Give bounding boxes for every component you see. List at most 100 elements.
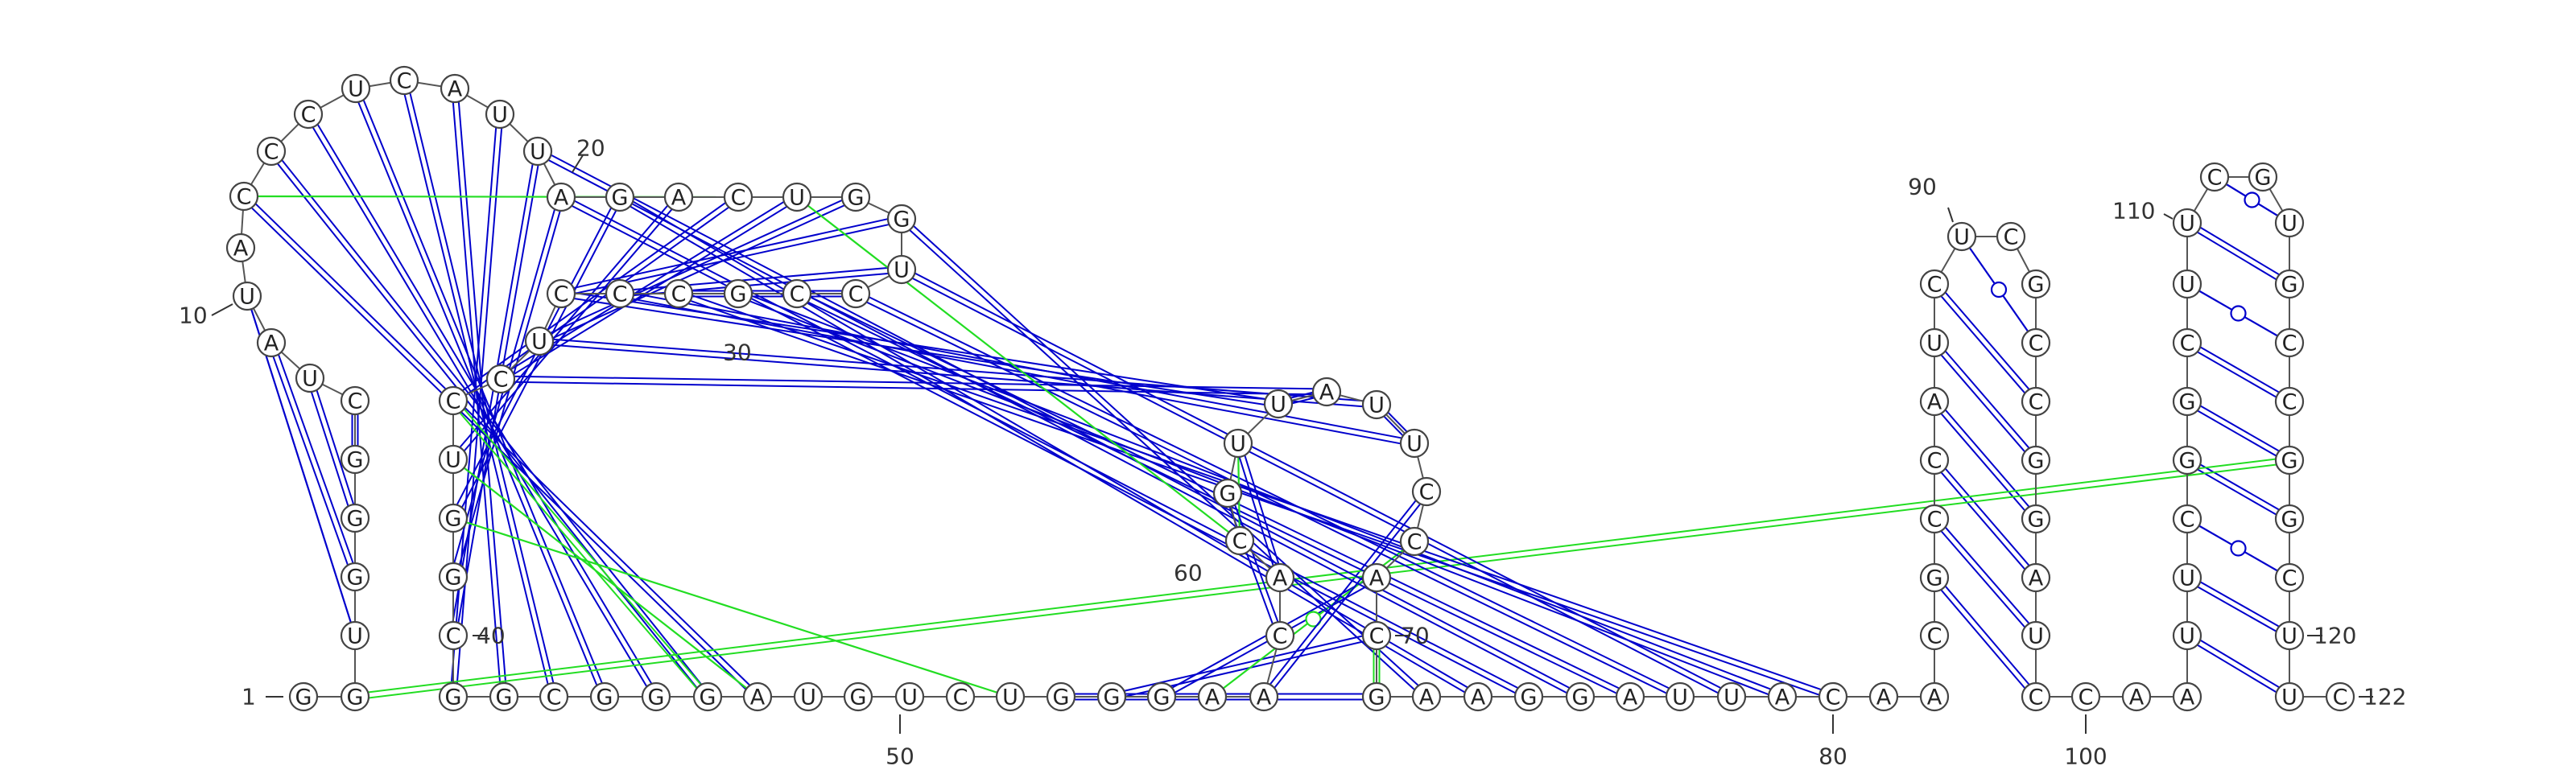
- nucleotide: C: [1399, 526, 1430, 557]
- position-label: 90: [1908, 174, 1937, 200]
- position-label: 20: [576, 135, 605, 162]
- nucleotide: U: [1361, 389, 1392, 420]
- position-label: 40: [477, 623, 506, 649]
- nucleotide: G: [340, 681, 370, 712]
- position-label: 60: [1174, 560, 1203, 587]
- base-pair-noncanonical: [452, 517, 1011, 698]
- nucleotide-letter: G: [1053, 685, 1070, 710]
- base-pair-noncanonical: [355, 462, 2290, 701]
- nucleotide-letter: A: [2180, 685, 2195, 710]
- nucleotide: A: [663, 182, 694, 212]
- base-pair-noncanonical: [354, 456, 2289, 695]
- base-pair-canonical: [1240, 442, 1284, 578]
- nucleotide-letter: U: [2179, 273, 2195, 298]
- nucleotide-letter: G: [347, 448, 364, 473]
- nucleotide: C: [1919, 504, 1950, 534]
- base-pair-canonical: [501, 375, 1327, 390]
- base-pair-canonical: [561, 290, 1279, 402]
- nucleotide: G: [1096, 681, 1127, 712]
- nucleotide: U: [1946, 221, 1977, 252]
- nucleotide-letter: G: [2255, 166, 2272, 191]
- nucleotide: C: [2325, 681, 2355, 712]
- position-label: 70: [1401, 623, 1430, 649]
- base-pair-canonical: [857, 290, 1682, 695]
- nucleotide-letter: G: [1220, 482, 1236, 507]
- wobble-marker: [2244, 191, 2260, 208]
- nucleotide-letter: C: [1419, 480, 1435, 505]
- nucleotide: G: [438, 503, 469, 533]
- nucleotide: U: [1399, 428, 1430, 459]
- nucleotide-letter: C: [613, 282, 628, 307]
- nucleotide-letter: C: [2333, 685, 2348, 710]
- base-pair-canonical: [617, 199, 1477, 700]
- nucleotide: A: [1411, 681, 1442, 712]
- nucleotide-letter: C: [2180, 508, 2195, 533]
- nucleotide: U: [1716, 681, 1747, 712]
- base-pair-canonical: [559, 199, 1528, 700]
- base-pair-canonical: [560, 295, 1278, 408]
- nucleotide: C: [605, 278, 635, 309]
- base-pair-canonical: [560, 215, 902, 292]
- nucleotide-letter: A: [2129, 685, 2145, 710]
- nucleotide: G: [1046, 681, 1076, 712]
- nucleotide: A: [1311, 377, 1342, 407]
- nucleotide-letter: C: [1927, 624, 1942, 649]
- base-pair-canonical: [1261, 489, 1426, 696]
- nucleotide-letter: A: [1205, 685, 1220, 710]
- base-pair-canonical: [539, 343, 1377, 409]
- nucleotide: U: [2172, 269, 2202, 299]
- base-pair-canonical: [273, 341, 359, 577]
- nucleotide-letter: U: [1368, 393, 1385, 418]
- nucleotide: A: [546, 182, 576, 212]
- label-tick: [211, 303, 233, 316]
- nucleotide: A: [1767, 681, 1798, 712]
- base-pair-canonical: [2185, 462, 2289, 522]
- base-pair-canonical: [1931, 344, 2035, 463]
- nucleotide: G: [2274, 445, 2305, 475]
- number-ticks: [211, 154, 2373, 734]
- nucleotide: G: [2274, 504, 2305, 534]
- nucleotide-letter: G: [445, 566, 462, 591]
- nucleotide: A: [1197, 681, 1228, 712]
- nucleotide-letter: U: [1230, 432, 1246, 457]
- nucleotide: G: [840, 182, 871, 212]
- nucleotide: C: [1919, 269, 1950, 299]
- nucleotide-letter: C: [348, 389, 363, 414]
- nucleotide: C: [229, 181, 259, 212]
- nucleotide-letter: G: [2028, 273, 2045, 298]
- nucleotide-letter: A: [1257, 685, 1272, 710]
- nucleotide-letter: G: [2179, 449, 2196, 474]
- base-pair-canonical: [1935, 340, 2039, 459]
- nucleotide-letter: A: [1319, 381, 1335, 405]
- nucleotide: G: [2172, 445, 2202, 475]
- nucleotide: G: [2021, 269, 2051, 299]
- nucleotide: C: [945, 681, 976, 712]
- wobble-marker: [2230, 540, 2247, 557]
- label-tick: [2163, 213, 2174, 220]
- nucleotide-letter: C: [2004, 225, 2019, 250]
- base-pair-noncanonical: [454, 398, 711, 696]
- nucleotide: U: [1263, 389, 1294, 419]
- nucleotide-letter: G: [597, 685, 613, 710]
- nucleotide: U: [894, 681, 925, 712]
- nucleotide: G: [843, 681, 873, 712]
- nucleotide-letter: G: [2028, 508, 2045, 533]
- wobble-marker: [1305, 611, 1322, 628]
- nucleotide-letter: G: [1154, 685, 1170, 710]
- nucleotide-letter: C: [1407, 530, 1422, 555]
- base-pair-canonical: [562, 194, 1531, 695]
- nucleotide: U: [2172, 620, 2202, 651]
- nucleotide-letter: G: [2281, 508, 2298, 533]
- nucleotide: G: [2274, 269, 2305, 299]
- nucleotide: C: [2274, 562, 2305, 593]
- nucleotide-letter: U: [1270, 393, 1286, 418]
- nucleotide: U: [2274, 208, 2305, 238]
- nucleotide-letter: C: [2282, 566, 2297, 591]
- base-pair-canonical: [1931, 578, 2035, 699]
- nucleotide-letter: C: [1927, 508, 1942, 533]
- base-pair-canonical: [1931, 285, 2035, 404]
- base-pair-canonical: [267, 343, 353, 578]
- nucleotide: U: [295, 363, 325, 393]
- nucleotide: C: [2021, 327, 2051, 358]
- base-pair-canonical: [2188, 340, 2292, 400]
